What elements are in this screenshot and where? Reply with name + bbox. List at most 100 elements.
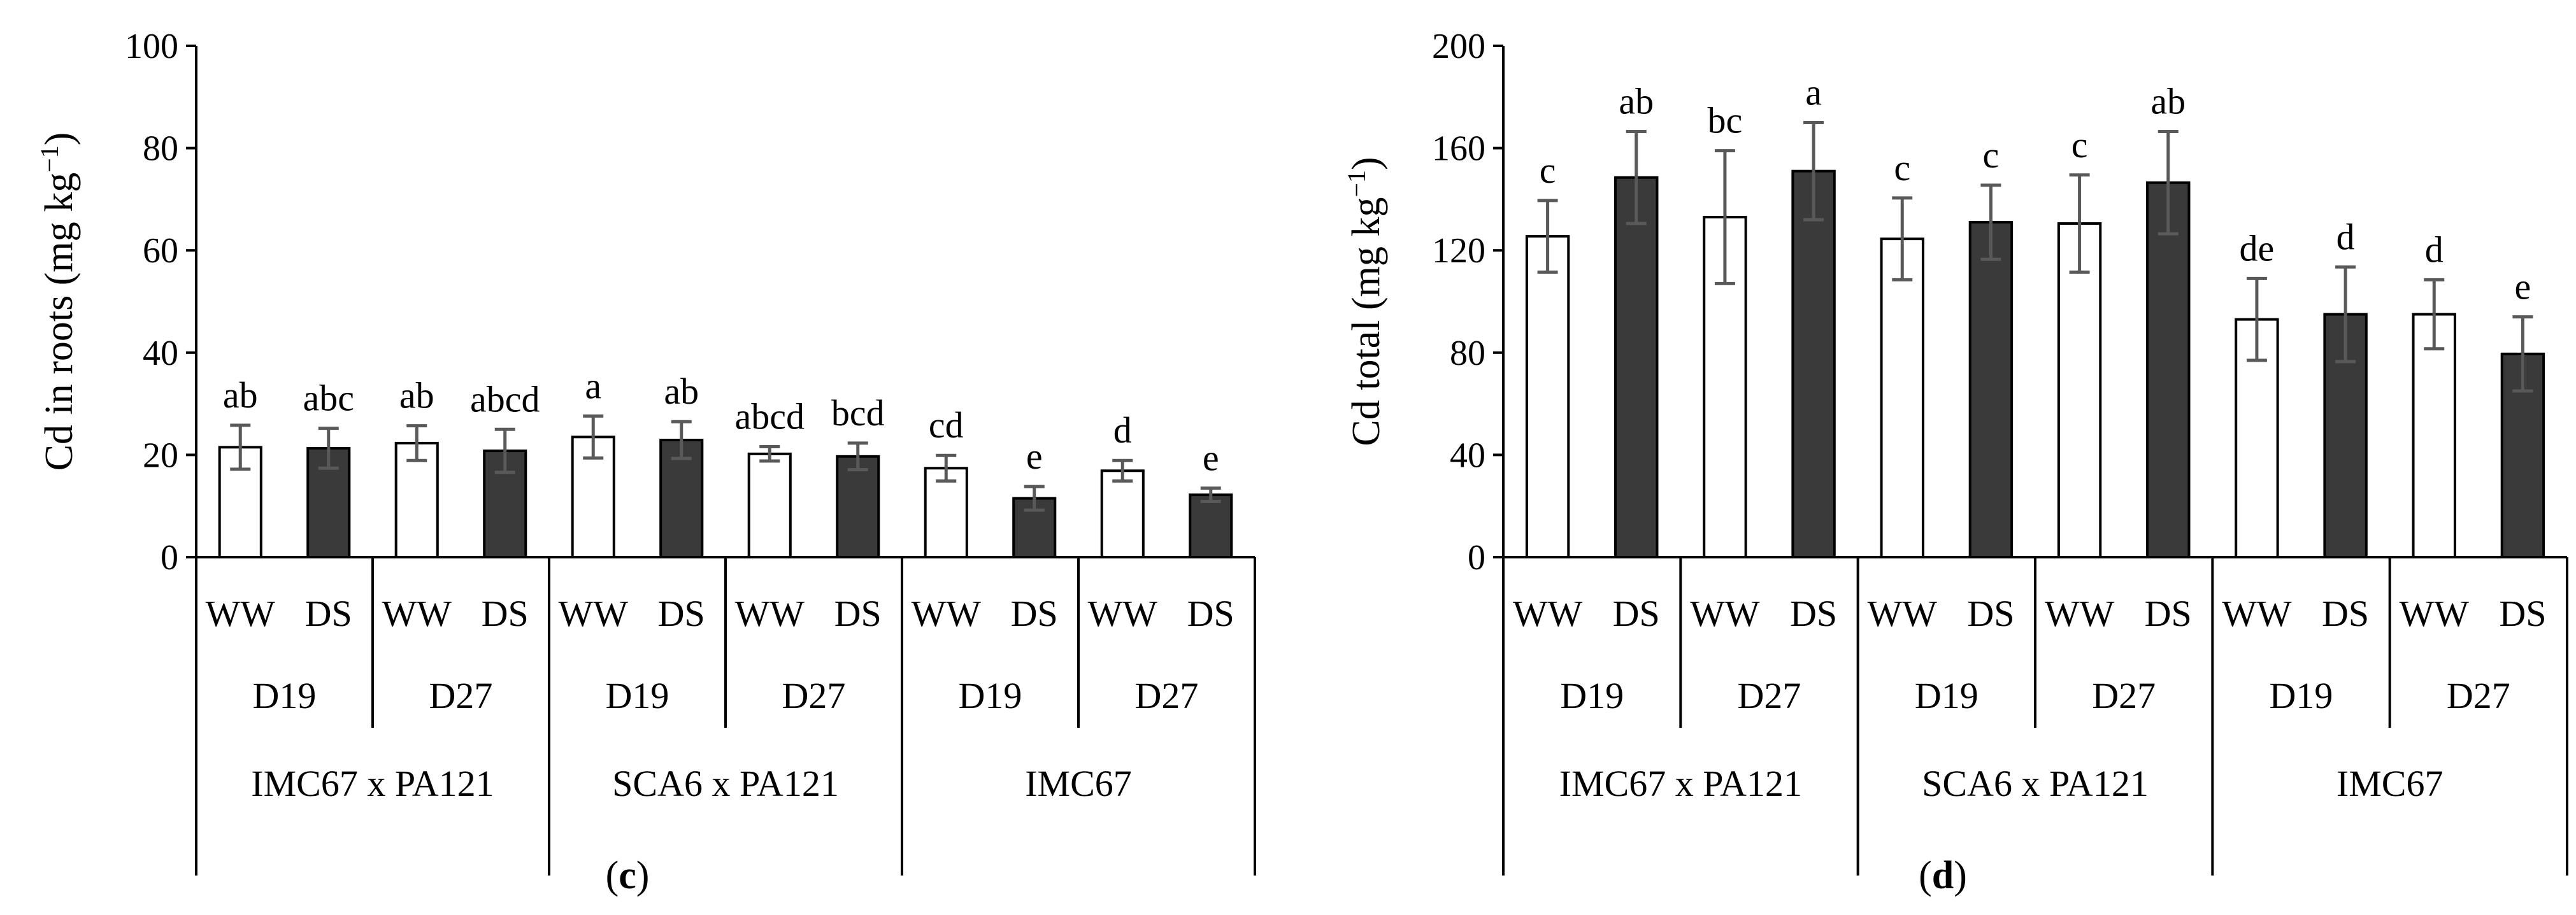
significance-letter: c bbox=[1540, 150, 1556, 191]
y-tick-label: 80 bbox=[1450, 334, 1485, 373]
significance-letter: ab bbox=[399, 375, 434, 416]
significance-letter: d bbox=[2336, 216, 2355, 257]
genotype-label: IMC67 bbox=[1025, 763, 1132, 804]
bar-ww bbox=[2057, 222, 2102, 559]
y-axis-label-main: Cd total (mg kg bbox=[1345, 197, 1388, 446]
day-label: D19 bbox=[606, 675, 669, 716]
y-tick-label: 20 bbox=[143, 436, 178, 475]
genotype-label: IMC67 x PA121 bbox=[1559, 763, 1802, 804]
bar-ds bbox=[1189, 493, 1233, 558]
treatment-label: DS bbox=[482, 593, 529, 634]
genotype-label: SCA6 x PA121 bbox=[612, 763, 839, 804]
treatment-label: DS bbox=[834, 593, 882, 634]
significance-letter: e bbox=[1203, 437, 1219, 479]
day-label: D19 bbox=[2270, 675, 2333, 716]
day-label: D19 bbox=[1915, 675, 1979, 716]
treatment-label: WW bbox=[2222, 593, 2292, 634]
caption-open-paren: ( bbox=[1919, 854, 1932, 897]
caption-close-paren: ) bbox=[1954, 854, 1967, 897]
bar-ww bbox=[1880, 238, 1924, 558]
bar-ww bbox=[394, 441, 439, 559]
day-label: D27 bbox=[1135, 675, 1199, 716]
significance-letter: d bbox=[1113, 409, 1132, 451]
significance-letter: cd bbox=[929, 404, 964, 446]
treatment-label: WW bbox=[912, 593, 982, 634]
treatment-label: WW bbox=[1088, 593, 1158, 634]
significance-letter: e bbox=[1026, 436, 1043, 477]
treatment-label: DS bbox=[1011, 593, 1058, 634]
treatment-label: DS bbox=[1613, 593, 1660, 634]
y-tick-label: 0 bbox=[161, 538, 178, 578]
bar-ww bbox=[924, 467, 968, 559]
day-label: D27 bbox=[2092, 675, 2156, 716]
y-axis-label: Cd in roots (mg kg−1) bbox=[35, 132, 82, 471]
y-axis-label: Cd total (mg kg−1) bbox=[1342, 157, 1389, 446]
bar-ds bbox=[1791, 169, 1836, 558]
genotype-label: IMC67 bbox=[2336, 763, 2444, 804]
significance-letter: e bbox=[2515, 266, 2531, 308]
bar-ds bbox=[1968, 221, 2014, 559]
significance-letter: ab bbox=[664, 371, 699, 412]
day-label: D19 bbox=[253, 675, 317, 716]
significance-letter: c bbox=[2072, 124, 2088, 166]
y-axis-label-exponent: −1 bbox=[1342, 170, 1371, 197]
y-tick-label: 100 bbox=[125, 27, 178, 66]
bar-ww bbox=[571, 436, 615, 558]
treatment-label: WW bbox=[2400, 593, 2470, 634]
day-label: D27 bbox=[782, 675, 846, 716]
day-label: D19 bbox=[959, 675, 1022, 716]
significance-letter: abcd bbox=[470, 378, 540, 420]
treatment-label: DS bbox=[1967, 593, 2014, 634]
treatment-label: DS bbox=[658, 593, 705, 634]
significance-letter: bcd bbox=[831, 392, 885, 434]
bar-ww bbox=[2412, 313, 2456, 558]
bar-ww bbox=[747, 452, 792, 558]
panel-caption: (c) bbox=[606, 854, 650, 897]
y-tick-label: 80 bbox=[143, 129, 178, 169]
caption-letter: d bbox=[1932, 854, 1954, 897]
treatment-label: DS bbox=[2145, 593, 2192, 634]
treatment-label: DS bbox=[1790, 593, 1837, 634]
y-tick-label: 60 bbox=[143, 231, 178, 271]
significance-letter: c bbox=[1983, 134, 2000, 176]
y-tick-label: 160 bbox=[1432, 129, 1485, 169]
treatment-label: WW bbox=[1868, 593, 1938, 634]
treatment-label: WW bbox=[1690, 593, 1760, 634]
significance-letter: bc bbox=[1708, 100, 1743, 141]
significance-letter: ab bbox=[223, 374, 258, 416]
treatment-label: WW bbox=[559, 593, 629, 634]
day-label: D27 bbox=[2447, 675, 2510, 716]
day-label: D19 bbox=[1560, 675, 1624, 716]
bar-ds bbox=[836, 455, 880, 559]
significance-letter: a bbox=[585, 365, 601, 406]
caption-open-paren: ( bbox=[606, 854, 619, 897]
significance-letter: ab bbox=[2150, 81, 2186, 122]
caption-letter: c bbox=[619, 854, 636, 897]
significance-letter: abcd bbox=[735, 396, 805, 437]
genotype-label: IMC67 x PA121 bbox=[251, 763, 494, 804]
treatment-label: DS bbox=[2499, 593, 2546, 634]
significance-letter: c bbox=[1894, 147, 1910, 188]
y-axis-label-close: ) bbox=[38, 132, 81, 146]
bar-ds bbox=[2146, 181, 2191, 558]
significance-letter: a bbox=[1805, 71, 1822, 113]
y-tick-label: 40 bbox=[1450, 436, 1485, 475]
treatment-label: DS bbox=[1187, 593, 1234, 634]
treatment-label: DS bbox=[2322, 593, 2369, 634]
significance-letter: ab bbox=[1619, 81, 1654, 122]
treatment-label: WW bbox=[735, 593, 805, 634]
panel-d: 0 40 80 120 160 200 Cd total (mg kg−1) c WW ab DS b… bbox=[1342, 27, 2568, 897]
y-tick-label: 120 bbox=[1432, 231, 1485, 271]
treatment-label: WW bbox=[2045, 593, 2115, 634]
treatment-label: WW bbox=[382, 593, 452, 634]
day-label: D27 bbox=[1738, 675, 1801, 716]
y-axis-label-main: Cd in roots (mg kg bbox=[38, 173, 81, 471]
bar-ww bbox=[1100, 469, 1145, 559]
significance-letter: abc bbox=[303, 378, 355, 419]
bar-ds bbox=[1614, 176, 1659, 558]
y-axis-label-close: ) bbox=[1345, 157, 1388, 170]
y-axis-label-exponent: −1 bbox=[35, 145, 64, 173]
significance-letter: d bbox=[2425, 229, 2444, 270]
